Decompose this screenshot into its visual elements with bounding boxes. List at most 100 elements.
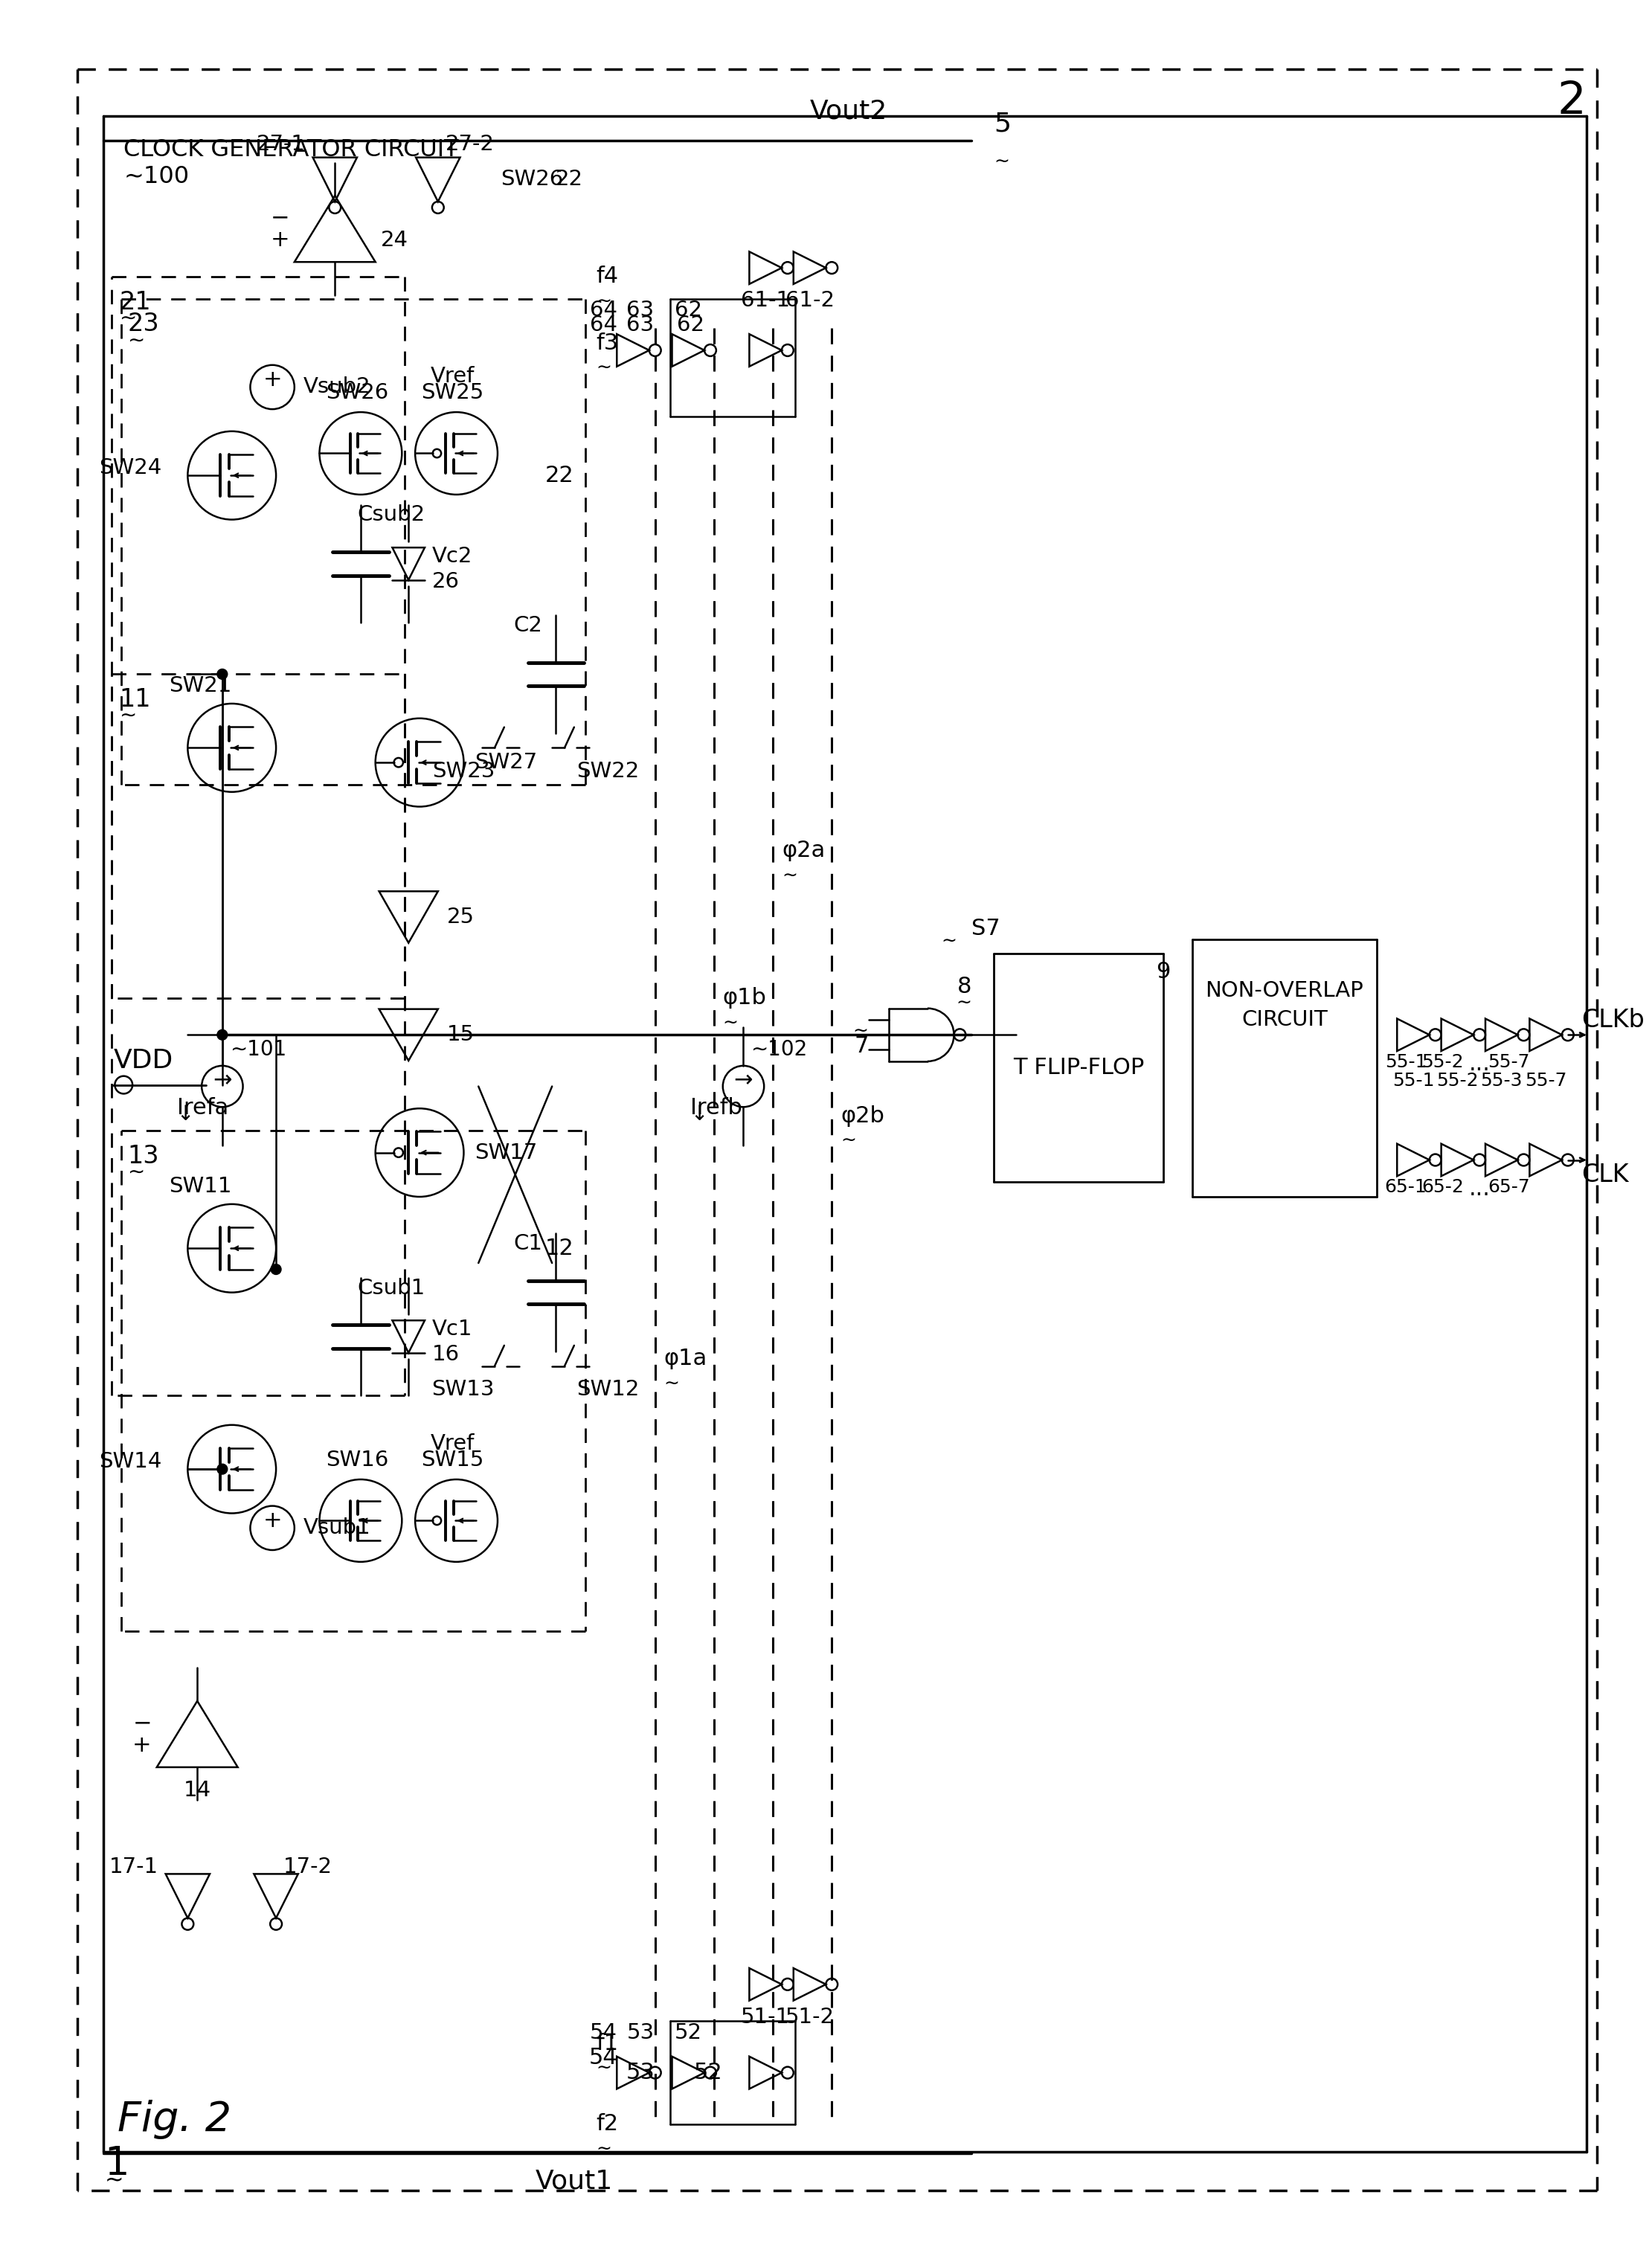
- Text: 14: 14: [183, 1780, 211, 1800]
- Text: Vc1: Vc1: [433, 1318, 472, 1339]
- Text: f2: f2: [596, 2113, 618, 2135]
- Text: T FLIP-FLOP: T FLIP-FLOP: [1013, 1058, 1143, 1078]
- Text: 21: 21: [119, 290, 150, 315]
- Text: Vref: Vref: [431, 1433, 474, 1454]
- Text: SW26: SW26: [501, 169, 563, 189]
- Text: SW14: SW14: [99, 1451, 162, 1471]
- Text: 51-1: 51-1: [740, 2007, 790, 2027]
- Text: 55-7: 55-7: [1488, 1053, 1530, 1071]
- Text: 55-1: 55-1: [1384, 1053, 1427, 1071]
- Text: 27-1: 27-1: [256, 133, 306, 155]
- Circle shape: [216, 668, 228, 679]
- Text: →: →: [213, 1069, 231, 1091]
- Text: Vout1: Vout1: [535, 2169, 613, 2194]
- Text: 11: 11: [119, 688, 150, 711]
- Text: f3: f3: [596, 333, 620, 353]
- Text: φ2b: φ2b: [841, 1105, 884, 1127]
- Text: ∼: ∼: [596, 360, 611, 378]
- Text: 54: 54: [590, 2048, 618, 2068]
- Text: C2: C2: [514, 614, 542, 637]
- Text: 22: 22: [555, 169, 583, 189]
- Text: SW13: SW13: [431, 1379, 494, 1400]
- Text: 63: 63: [626, 299, 654, 322]
- Text: +: +: [271, 229, 289, 250]
- Text: SW22: SW22: [577, 760, 639, 781]
- Circle shape: [216, 1465, 228, 1474]
- Text: ∼: ∼: [596, 2059, 611, 2077]
- Text: Vout2: Vout2: [809, 99, 887, 124]
- Text: CLK: CLK: [1581, 1163, 1629, 1188]
- Text: SW23: SW23: [431, 760, 494, 781]
- Text: SW12: SW12: [577, 1379, 639, 1400]
- Text: →: →: [733, 1069, 753, 1091]
- Text: +: +: [263, 1510, 282, 1532]
- Text: ∼: ∼: [127, 1161, 145, 1181]
- Text: 53: 53: [626, 2061, 654, 2084]
- Text: ↓: ↓: [691, 1105, 707, 1125]
- Text: 27-2: 27-2: [446, 133, 494, 155]
- Text: ∼: ∼: [104, 2169, 124, 2192]
- Text: 63: 63: [626, 315, 654, 335]
- Text: 52: 52: [694, 2061, 722, 2084]
- Text: 65-2: 65-2: [1421, 1179, 1464, 1197]
- Text: 55-7: 55-7: [1525, 1071, 1566, 1089]
- Text: NON-OVERLAP: NON-OVERLAP: [1206, 981, 1363, 1001]
- Text: Vsub2: Vsub2: [304, 376, 370, 398]
- Text: ∼: ∼: [724, 1015, 738, 1033]
- Text: ...: ...: [1469, 1053, 1490, 1075]
- Text: 65-1: 65-1: [1384, 1179, 1427, 1197]
- Text: ∼: ∼: [841, 1132, 856, 1150]
- Text: 26: 26: [433, 572, 459, 592]
- Text: −: −: [132, 1712, 152, 1735]
- Text: SW27: SW27: [474, 752, 537, 774]
- Text: ↓: ↓: [177, 1105, 193, 1125]
- Text: ∼: ∼: [127, 331, 145, 351]
- Text: ∼: ∼: [664, 1375, 679, 1393]
- Text: +: +: [263, 369, 282, 391]
- Text: 15: 15: [446, 1024, 474, 1046]
- Text: ∼: ∼: [781, 866, 798, 884]
- Text: 13: 13: [127, 1143, 159, 1168]
- Text: Csub2: Csub2: [357, 504, 425, 526]
- Text: φ2a: φ2a: [781, 839, 824, 862]
- Text: 22: 22: [545, 466, 573, 486]
- Text: ∼: ∼: [995, 153, 1009, 171]
- Text: SW11: SW11: [169, 1177, 233, 1197]
- Text: CLKb: CLKb: [1581, 1008, 1644, 1033]
- Text: ∼: ∼: [119, 704, 137, 727]
- Text: 1: 1: [104, 2144, 129, 2182]
- Text: Vsub1: Vsub1: [304, 1516, 370, 1539]
- Text: 61-2: 61-2: [785, 290, 834, 310]
- Text: 61-1: 61-1: [740, 290, 790, 310]
- Text: SW26: SW26: [325, 382, 388, 403]
- Text: 55-2: 55-2: [1422, 1053, 1464, 1071]
- Text: 16: 16: [433, 1343, 459, 1366]
- Text: φ1b: φ1b: [724, 988, 767, 1008]
- Text: 64: 64: [590, 315, 618, 335]
- Text: SW21: SW21: [169, 675, 231, 695]
- Text: f4: f4: [596, 266, 618, 288]
- Text: 65-7: 65-7: [1488, 1179, 1530, 1197]
- Text: ∼100: ∼100: [124, 164, 190, 187]
- Text: 54: 54: [590, 2023, 618, 2043]
- Text: 12: 12: [545, 1238, 573, 1260]
- Text: Vc2: Vc2: [433, 547, 472, 567]
- Text: 8: 8: [957, 976, 971, 997]
- Text: 17-1: 17-1: [109, 1856, 159, 1876]
- Text: Irefa: Irefa: [177, 1098, 228, 1118]
- Circle shape: [216, 1030, 228, 1040]
- Text: 7: 7: [854, 1035, 869, 1057]
- Text: S7: S7: [971, 918, 1001, 938]
- Text: VDD: VDD: [114, 1048, 173, 1073]
- Text: 51-2: 51-2: [785, 2007, 834, 2027]
- Text: SW15: SW15: [421, 1449, 484, 1472]
- Text: ∼: ∼: [596, 2140, 611, 2158]
- Text: 25: 25: [446, 907, 474, 927]
- Text: Vref: Vref: [431, 367, 474, 387]
- Text: 23: 23: [127, 313, 159, 338]
- Text: −: −: [271, 207, 289, 230]
- Text: Irefb: Irefb: [691, 1098, 742, 1118]
- Text: 17-2: 17-2: [284, 1856, 332, 1876]
- Text: ∼: ∼: [957, 994, 971, 1012]
- Text: 5: 5: [995, 112, 1011, 137]
